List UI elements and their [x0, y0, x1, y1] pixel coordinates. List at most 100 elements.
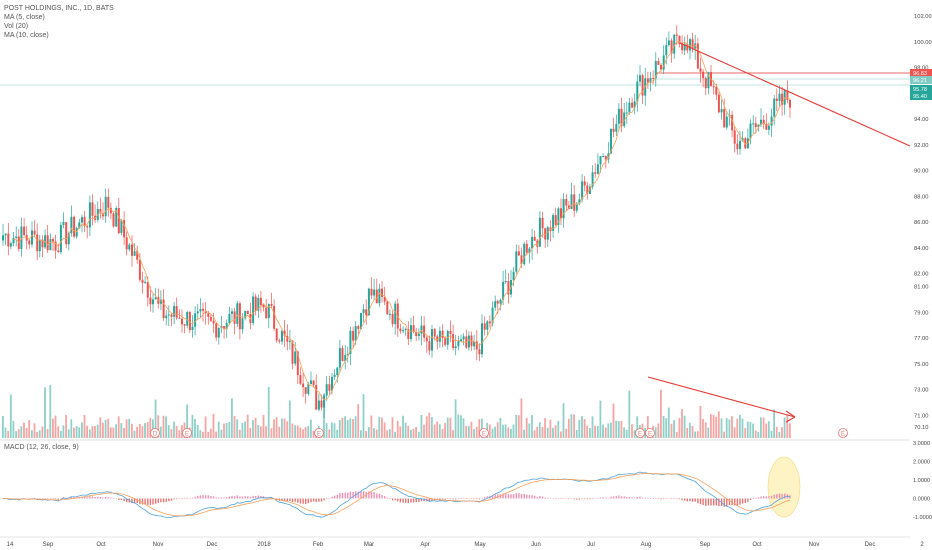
volume-bar [81, 422, 83, 438]
legend-vol: Vol (20) [4, 23, 29, 30]
candle-body [649, 77, 652, 83]
candle-body [423, 325, 426, 338]
volume-bar [523, 429, 525, 438]
macd-histogram-bar [562, 498, 565, 499]
candle-body [23, 226, 26, 236]
volume-bar [554, 425, 557, 438]
candle-body [481, 323, 483, 355]
volume-bar [462, 418, 465, 438]
volume-bar [428, 412, 431, 438]
candle-body [578, 199, 581, 204]
macd-histogram-bar [594, 498, 596, 499]
candle-body [73, 216, 76, 237]
macd-histogram-bar [297, 498, 299, 503]
volume-bar [12, 420, 15, 438]
candle-body [123, 220, 126, 238]
price-tick-label: 73.00 [914, 388, 929, 394]
macd-histogram-bar [420, 498, 423, 502]
volume-bar [28, 420, 31, 438]
volume-bar [386, 430, 389, 438]
candle-body [136, 251, 139, 260]
volume-bar [254, 417, 257, 438]
candle-body [538, 217, 541, 247]
volume-bar [36, 431, 38, 438]
macd-histogram-bar [663, 498, 665, 499]
volume-bar [88, 429, 91, 438]
macd-histogram-bar [378, 493, 381, 499]
volume-bar [204, 416, 207, 438]
volume-bar [246, 414, 249, 438]
volume-bar [62, 425, 65, 438]
candle-body [554, 215, 557, 225]
candle-body [531, 236, 534, 249]
macd-histogram-bar [520, 494, 523, 499]
candle-body [570, 194, 573, 209]
macd-histogram-bar [362, 491, 365, 499]
macd-histogram-bar [647, 498, 649, 499]
volume-bar [741, 418, 744, 438]
volume-bar [752, 423, 754, 438]
volume-bar [417, 431, 420, 438]
volume-bar [467, 425, 470, 438]
macd-histogram-bar [115, 498, 117, 499]
volume-bar [536, 426, 539, 438]
candle-body [636, 81, 639, 102]
candle-body [352, 330, 355, 341]
candle-body [386, 301, 389, 315]
volume-bar [346, 420, 349, 438]
price-tick-label: 102.00 [914, 14, 932, 20]
candle-body [631, 102, 634, 108]
candle-body [107, 196, 110, 208]
macd-histogram-bar [591, 498, 594, 499]
macd-histogram-bar [439, 498, 441, 500]
volume-bar [728, 419, 731, 438]
macd-histogram-bar [607, 497, 610, 499]
candle-body [278, 340, 281, 342]
volume-bar [767, 421, 770, 438]
volume-bar [733, 427, 736, 438]
candle-body [596, 164, 599, 174]
volume-bar [488, 424, 491, 438]
volume-bar [736, 418, 739, 438]
candle-body [370, 288, 373, 296]
macd-histogram-bar [162, 498, 165, 503]
macd-histogram-bar [228, 496, 231, 499]
volume-bar [691, 425, 694, 438]
macd-histogram-bar [752, 498, 754, 499]
volume-bar [689, 422, 691, 438]
candle-body [499, 299, 502, 304]
candle-body [565, 199, 568, 206]
candle-body [786, 90, 789, 100]
macd-histogram-bar [110, 497, 112, 499]
macd-tick-label: 2.0000 [913, 460, 930, 466]
candle-body [312, 380, 315, 385]
macd-histogram-bar [323, 498, 325, 501]
volume-bar [631, 424, 633, 438]
candle-body [675, 34, 678, 36]
candle-body [91, 202, 94, 216]
volume-bar [570, 414, 573, 438]
volume-bar [352, 419, 354, 438]
volume-bar [557, 420, 560, 438]
volume-bar [781, 427, 783, 438]
macd-histogram-bar [186, 497, 188, 499]
candle-body [362, 309, 365, 313]
earnings-marker-label: E [482, 432, 486, 438]
volume-bar [167, 425, 170, 438]
macd-histogram-bar [744, 498, 746, 504]
macd-histogram-bar [205, 495, 207, 499]
earnings-marker-label: D [153, 432, 158, 438]
volume-bar [7, 431, 10, 438]
macd-histogram-bar [707, 498, 710, 506]
earnings-marker-label: E [648, 432, 652, 438]
macd-line [2, 471, 791, 518]
volume-bar [215, 431, 217, 438]
candle-body [265, 307, 268, 319]
volume-bar [165, 416, 167, 438]
macd-histogram-bar [626, 496, 628, 499]
volume-bar [533, 430, 536, 438]
macd-histogram-bar [478, 498, 481, 500]
candle-body [536, 240, 539, 247]
macd-histogram-bar [89, 496, 91, 499]
